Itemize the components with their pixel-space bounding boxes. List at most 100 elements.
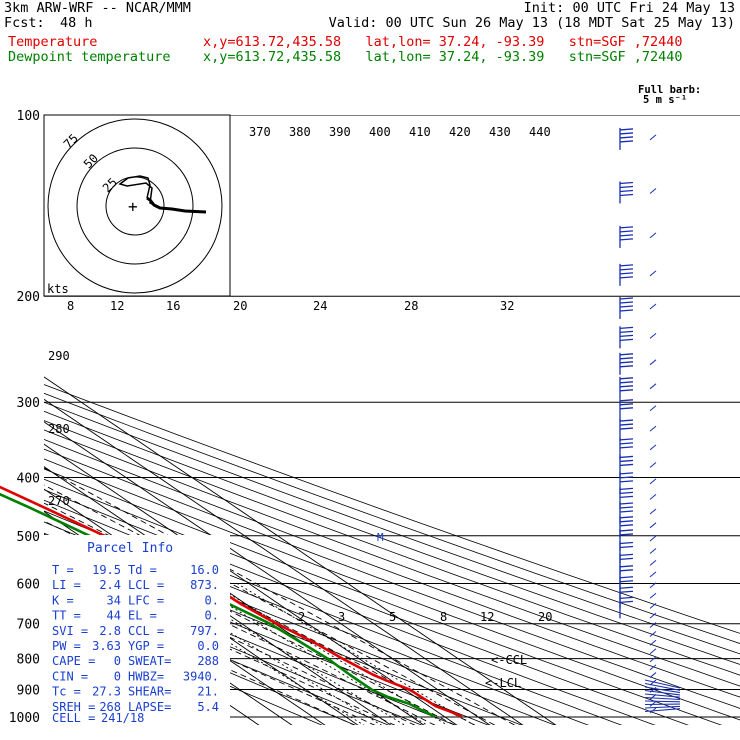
theta-label: 370 xyxy=(249,125,271,139)
mixing-ratio-label: 20 xyxy=(233,299,247,313)
mixing-ratio-label: 32 xyxy=(500,299,514,313)
theta-label: 400 xyxy=(369,125,391,139)
wind-barb-tick xyxy=(649,405,657,412)
wind-barbs xyxy=(619,127,681,714)
isotherm-line xyxy=(44,421,491,725)
dewpoint-location: x,y=613.72,435.58 lat,lon= 37.24, -93.39… xyxy=(203,49,683,65)
wind-barb-tick xyxy=(649,672,657,678)
parcel-info-title: Parcel Info xyxy=(87,541,173,556)
wind-barb-tick xyxy=(649,694,657,700)
dry-adiabat-line xyxy=(44,439,740,698)
dry-adiabat-line xyxy=(44,579,390,725)
wind-barb-tick xyxy=(649,478,657,485)
parcel-info-field: Td = xyxy=(128,563,157,577)
isotherm-line xyxy=(44,398,524,725)
mixing-ratio-label: 24 xyxy=(313,299,327,313)
parcel-info-field: CAPE = xyxy=(52,654,95,668)
wind-barb-tick xyxy=(649,188,657,194)
wind-barb xyxy=(619,127,634,150)
forecast-label: Fcst: xyxy=(4,15,45,31)
wind-barb-tick xyxy=(649,656,657,663)
parcel-info-field: CCL = xyxy=(128,624,164,638)
pressure-tick-label: 700 xyxy=(17,618,40,633)
dry-adiabat-line xyxy=(44,489,656,725)
forecast-hour: 48 h xyxy=(60,15,93,31)
wind-barb xyxy=(644,696,681,701)
theta-label: 410 xyxy=(409,125,431,139)
wind-barb xyxy=(619,596,634,619)
dry-adiabat-line xyxy=(44,401,740,655)
parcel-info-field: 0.0 xyxy=(197,639,219,653)
mixing-ratio-label: 20 xyxy=(538,610,552,624)
wind-barb xyxy=(619,263,634,286)
dry-adiabat-line xyxy=(44,429,740,687)
parcel-info-field: 0 xyxy=(114,654,121,668)
wind-barb-tick xyxy=(649,332,657,339)
parcel-info-field: HWBZ= xyxy=(128,669,164,683)
pressure-tick-label: 400 xyxy=(17,471,40,486)
parcel-info-field: 873. xyxy=(190,578,219,592)
parcel-info-field: 268 xyxy=(99,700,121,714)
wind-barb xyxy=(619,376,634,399)
wind-barb-tick xyxy=(649,462,657,468)
parcel-info-field: 288 xyxy=(197,654,219,668)
dry-adiabat-line xyxy=(44,448,740,709)
parcel-info-field: LFC = xyxy=(128,593,164,607)
parcel-info-field: EL = xyxy=(128,609,157,623)
dry-adiabat-line xyxy=(44,478,689,725)
wind-barb-tick xyxy=(649,508,657,515)
hodograph-trace-bold xyxy=(146,196,207,214)
valid-time: Valid: 00 UTC Sun 26 May 13 (18 MDT Sat … xyxy=(328,15,735,31)
moist-adiabat-line xyxy=(44,537,436,725)
mixing-ratio-label: 5 xyxy=(389,610,396,624)
moist-adiabat-line xyxy=(44,467,516,725)
dry-adiabat-line xyxy=(44,592,356,725)
wind-barb xyxy=(619,398,634,421)
parcel-info-field: SWEAT= xyxy=(128,654,171,668)
parcel-info-field: 0. xyxy=(205,593,219,607)
theta-label: 390 xyxy=(329,125,351,139)
parcel-info-field: 21. xyxy=(197,685,219,699)
thetae-label: 280 xyxy=(48,422,70,436)
parcel-info-field: 19.5 xyxy=(92,563,121,577)
mixing-ratio-label: 2 xyxy=(298,610,305,624)
wind-barb-tick xyxy=(649,664,657,671)
wind-barb-tick xyxy=(649,679,657,686)
wind-barb xyxy=(619,553,634,576)
wind-barb-tick xyxy=(649,602,657,609)
pressure-tick-label: 100 xyxy=(17,109,40,124)
dry-adiabat-line xyxy=(44,458,740,721)
wind-barb-tick xyxy=(649,560,657,566)
parcel-info-field: K = xyxy=(52,593,74,607)
wind-barb xyxy=(619,225,634,248)
temperature-location: x,y=613.72,435.58 lat,lon= 37.24, -93.39… xyxy=(203,34,683,50)
wind-barb xyxy=(619,296,634,319)
parcel-info-field: 2.4 xyxy=(99,578,121,592)
wind-barb-tick xyxy=(649,134,657,141)
isotherm-line xyxy=(44,376,557,725)
parcel-info-field: 797. xyxy=(190,624,219,638)
wind-barb-tick xyxy=(649,631,657,637)
mixing-ratio-label: 12 xyxy=(480,610,494,624)
wind-barb xyxy=(644,679,681,689)
barb-legend-title: Full barb: xyxy=(638,84,701,96)
wind-barb-tick xyxy=(649,622,657,628)
pressure-tick-label: 600 xyxy=(17,577,40,592)
wind-barb-tick xyxy=(649,493,657,500)
mixing-ratio-line xyxy=(171,583,406,725)
thetae-label: 270 xyxy=(48,494,70,508)
temperature-legend: Temperature xyxy=(8,34,98,50)
wind-barb xyxy=(619,487,634,510)
lcl-marker: <-LCL xyxy=(485,676,521,690)
wind-barb xyxy=(619,515,634,538)
dry-adiabat-line xyxy=(44,392,740,644)
dewpoint-legend: Dewpoint temperature xyxy=(8,49,171,65)
theta-label: 440 xyxy=(529,125,551,139)
m-marker: M xyxy=(377,531,384,544)
parcel-info-field: 27.3 xyxy=(92,685,121,699)
wind-barb xyxy=(619,352,634,375)
isotherm-line xyxy=(0,115,35,730)
wind-barb xyxy=(619,471,634,494)
dry-adiabat-line xyxy=(44,410,740,665)
parcel-info-field: TT = xyxy=(52,609,81,623)
